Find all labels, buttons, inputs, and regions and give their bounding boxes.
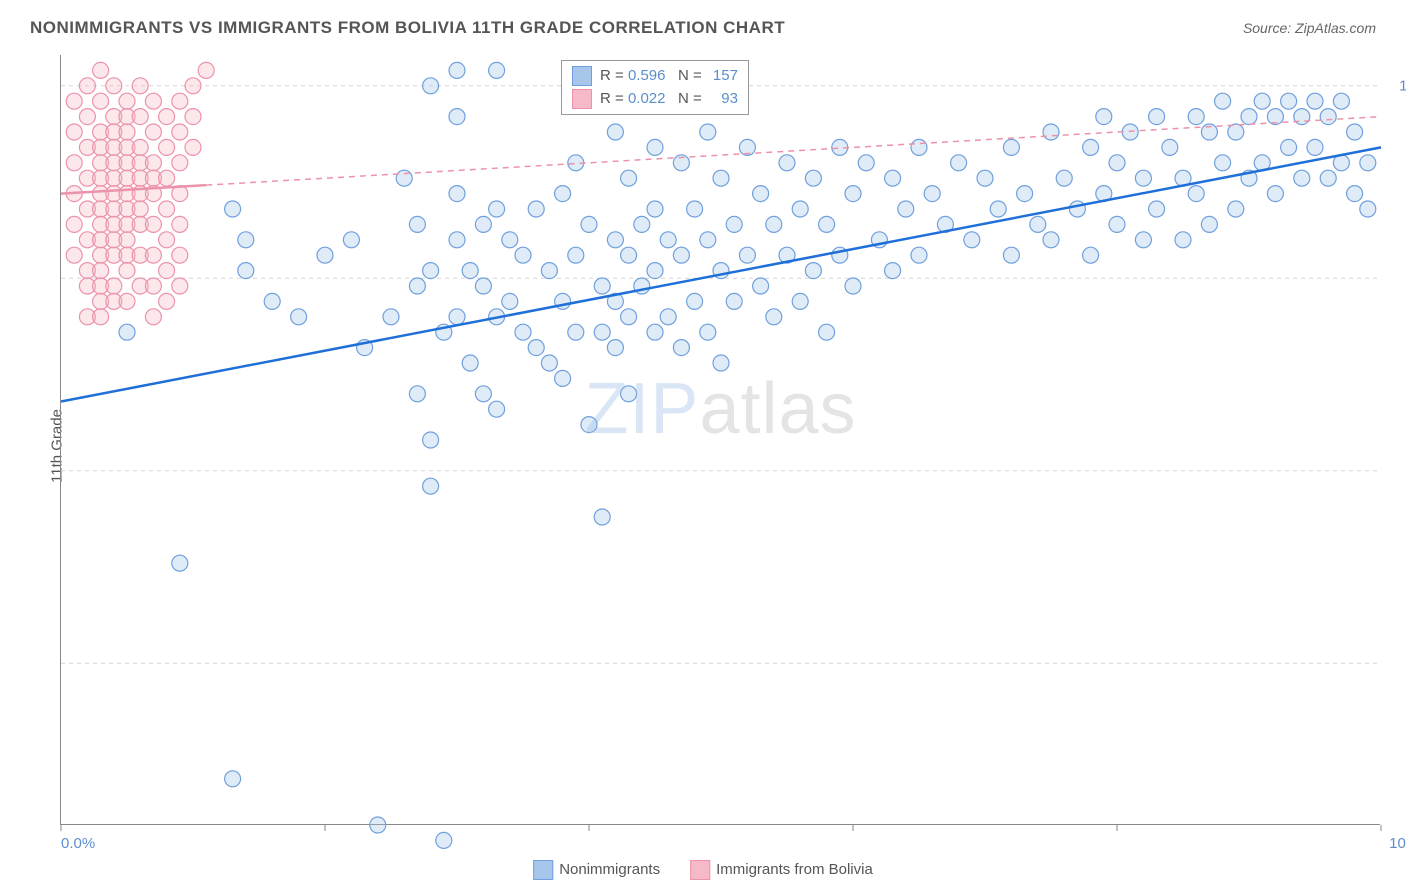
stats-r-value: 0.022 (628, 90, 666, 107)
source-attribution: Source: ZipAtlas.com (1243, 20, 1376, 36)
legend-swatch (533, 860, 553, 880)
stats-r-label: R = (600, 90, 628, 107)
stats-n-value: 93 (706, 88, 738, 111)
stats-r-value: 0.596 (628, 67, 666, 84)
legend-label: Nonimmigrants (559, 861, 660, 878)
stats-swatch (572, 89, 592, 109)
stats-row: R = 0.596 N = 157 (572, 65, 738, 88)
stats-n-label: N = (678, 67, 706, 84)
x-tick-label: 100.0% (1389, 835, 1406, 852)
plot-svg (61, 55, 1381, 825)
legend-item: Immigrants from Bolivia (690, 860, 873, 880)
source-value: ZipAtlas.com (1295, 20, 1376, 36)
y-tick-label: 100.0% (1399, 77, 1406, 94)
stats-legend-box: R = 0.596 N = 157R = 0.022 N = 93 (561, 60, 749, 115)
legend-label: Immigrants from Bolivia (716, 861, 873, 878)
legend-item: Nonimmigrants (533, 860, 660, 880)
x-tick-label: 0.0% (61, 835, 95, 852)
stats-n-label: N = (678, 90, 706, 107)
stats-n-value: 157 (706, 65, 738, 88)
stats-row: R = 0.022 N = 93 (572, 88, 738, 111)
source-label: Source: (1243, 20, 1291, 36)
plot-area: ZIPatlas R = 0.596 N = 157R = 0.022 N = … (60, 55, 1380, 825)
legend-swatch (690, 860, 710, 880)
stats-swatch (572, 66, 592, 86)
chart-title: NONIMMIGRANTS VS IMMIGRANTS FROM BOLIVIA… (30, 18, 785, 38)
stats-r-label: R = (600, 67, 628, 84)
chart-container: NONIMMIGRANTS VS IMMIGRANTS FROM BOLIVIA… (0, 0, 1406, 892)
bottom-legend: Nonimmigrants Immigrants from Bolivia (533, 860, 873, 880)
